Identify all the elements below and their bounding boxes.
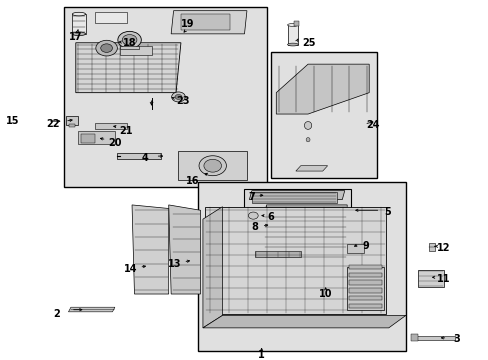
Circle shape bbox=[203, 159, 221, 172]
Bar bbox=[348, 280, 381, 285]
Circle shape bbox=[171, 92, 185, 102]
Bar bbox=[271, 52, 376, 178]
Text: 9: 9 bbox=[362, 241, 368, 251]
Bar bbox=[243, 189, 350, 260]
Circle shape bbox=[122, 35, 137, 45]
Text: 13: 13 bbox=[168, 259, 182, 269]
Polygon shape bbox=[178, 152, 246, 180]
Circle shape bbox=[248, 212, 258, 219]
Circle shape bbox=[175, 94, 182, 99]
Bar bbox=[293, 21, 298, 26]
Bar bbox=[346, 244, 364, 253]
Text: 6: 6 bbox=[267, 212, 274, 222]
Text: 7: 7 bbox=[247, 192, 254, 202]
Bar bbox=[69, 124, 75, 127]
Bar bbox=[66, 116, 78, 125]
Polygon shape bbox=[76, 43, 181, 93]
Bar bbox=[348, 288, 381, 293]
Text: 10: 10 bbox=[318, 289, 332, 299]
Text: 19: 19 bbox=[180, 19, 194, 29]
Polygon shape bbox=[255, 251, 300, 257]
Bar bbox=[348, 304, 381, 308]
Polygon shape bbox=[264, 205, 346, 258]
Bar bbox=[81, 134, 95, 143]
Text: 23: 23 bbox=[176, 95, 190, 105]
Ellipse shape bbox=[287, 23, 298, 26]
Polygon shape bbox=[249, 191, 344, 199]
Text: 3: 3 bbox=[453, 334, 460, 343]
Text: 21: 21 bbox=[119, 126, 133, 136]
Text: 14: 14 bbox=[124, 264, 138, 274]
Circle shape bbox=[101, 44, 112, 53]
Polygon shape bbox=[276, 64, 368, 114]
Text: 16: 16 bbox=[186, 176, 200, 186]
Bar bbox=[95, 123, 127, 129]
Circle shape bbox=[199, 156, 226, 176]
Text: 15: 15 bbox=[5, 116, 19, 126]
Text: 2: 2 bbox=[53, 309, 60, 319]
Text: 18: 18 bbox=[122, 39, 136, 49]
Ellipse shape bbox=[305, 138, 309, 142]
Bar bbox=[428, 243, 434, 251]
Polygon shape bbox=[203, 315, 405, 328]
Polygon shape bbox=[68, 307, 115, 312]
Ellipse shape bbox=[304, 122, 311, 129]
Text: 5: 5 bbox=[383, 207, 390, 217]
Bar bbox=[410, 334, 417, 341]
Ellipse shape bbox=[287, 43, 298, 46]
Polygon shape bbox=[120, 46, 139, 49]
Text: 24: 24 bbox=[365, 121, 379, 130]
Polygon shape bbox=[295, 166, 327, 171]
Bar bbox=[287, 25, 298, 45]
Text: 4: 4 bbox=[141, 153, 148, 162]
Bar bbox=[120, 46, 151, 55]
Text: 12: 12 bbox=[436, 243, 450, 253]
Bar bbox=[346, 267, 383, 310]
Bar bbox=[198, 182, 405, 351]
Bar bbox=[348, 273, 381, 277]
Bar bbox=[348, 296, 381, 301]
Bar bbox=[348, 265, 381, 269]
Text: 1: 1 bbox=[258, 350, 264, 360]
Text: 11: 11 bbox=[436, 274, 450, 284]
Polygon shape bbox=[205, 207, 386, 314]
Text: 8: 8 bbox=[251, 222, 258, 232]
Text: 25: 25 bbox=[302, 39, 315, 49]
Text: 22: 22 bbox=[46, 119, 60, 129]
Text: 17: 17 bbox=[68, 32, 82, 42]
Polygon shape bbox=[168, 205, 200, 294]
Bar bbox=[95, 12, 127, 23]
Polygon shape bbox=[72, 14, 85, 34]
Polygon shape bbox=[132, 205, 168, 294]
Polygon shape bbox=[410, 336, 454, 340]
Bar bbox=[417, 270, 443, 287]
Polygon shape bbox=[171, 11, 246, 34]
Bar bbox=[181, 14, 229, 30]
Text: 20: 20 bbox=[108, 138, 122, 148]
Bar bbox=[117, 153, 161, 159]
Polygon shape bbox=[251, 193, 337, 203]
Bar bbox=[63, 7, 266, 187]
Polygon shape bbox=[203, 207, 222, 328]
Bar bbox=[78, 131, 115, 144]
Ellipse shape bbox=[72, 32, 85, 36]
Circle shape bbox=[118, 31, 141, 49]
Ellipse shape bbox=[72, 12, 85, 16]
Circle shape bbox=[96, 40, 117, 56]
